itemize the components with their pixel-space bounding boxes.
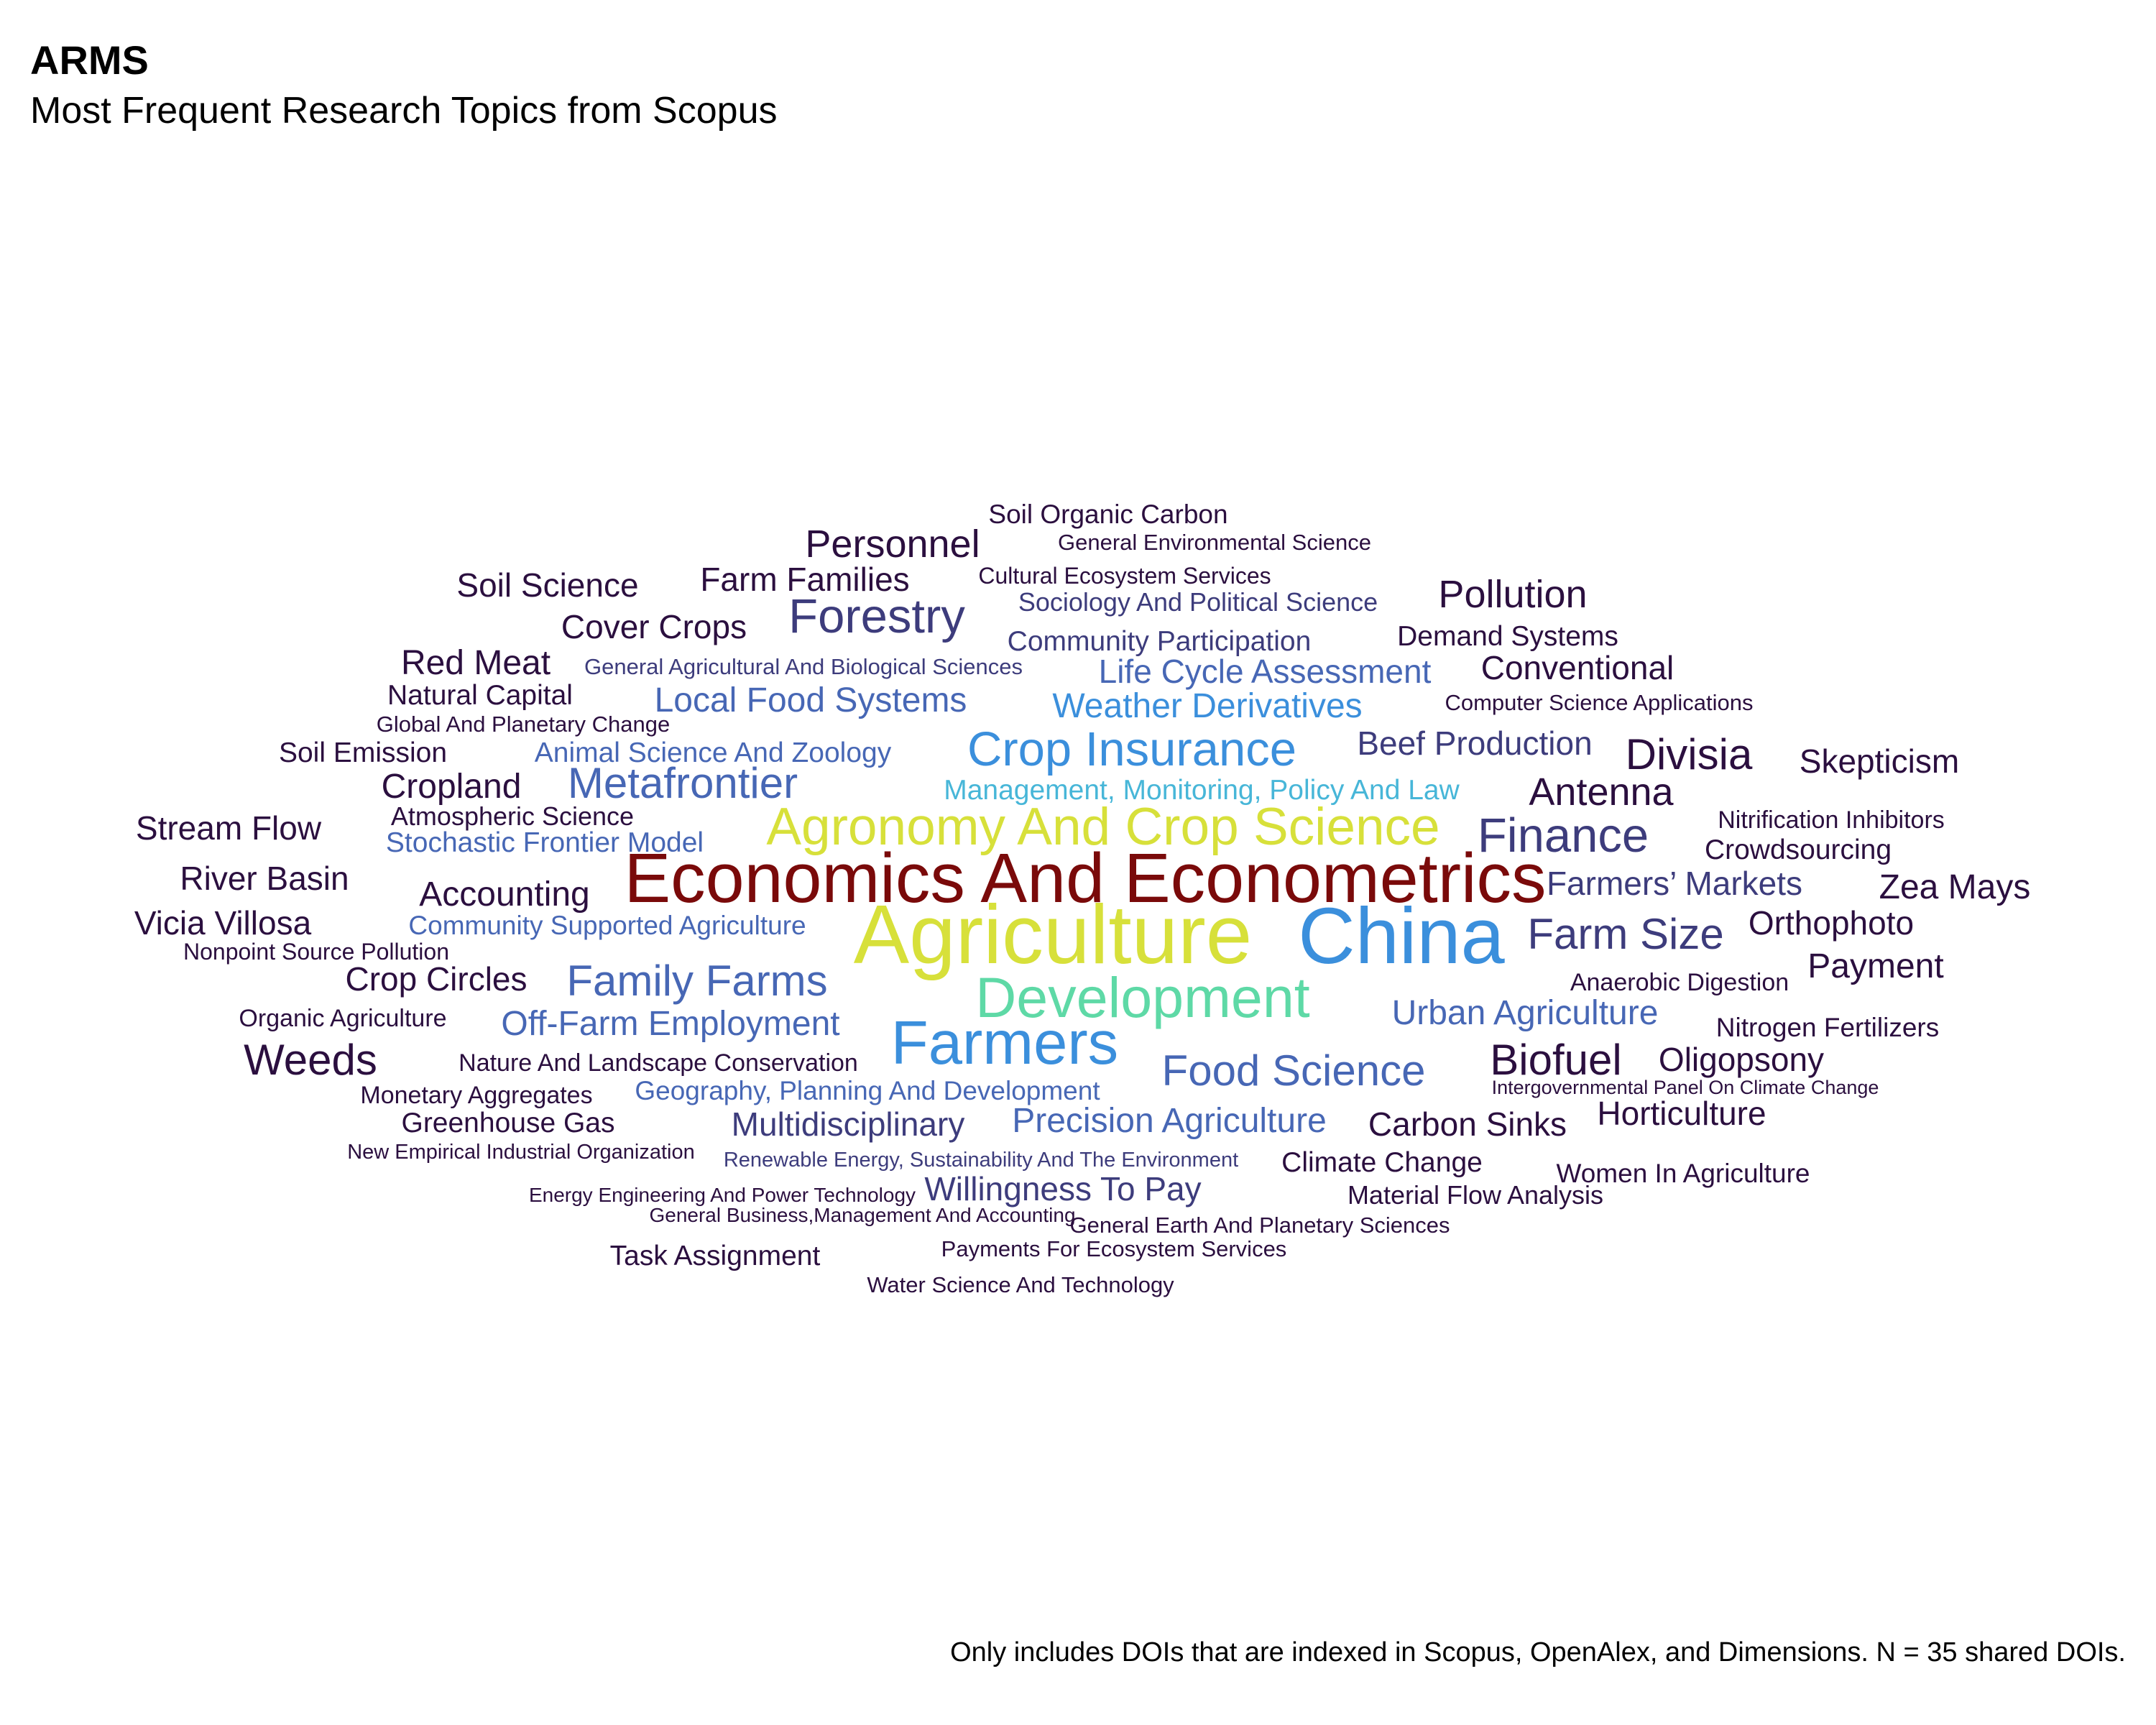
- word-atmospheric-science: Atmospheric Science: [391, 801, 634, 831]
- word-precision-agriculture: Precision Agriculture: [1012, 1102, 1327, 1140]
- word-weather-derivatives: Weather Derivatives: [1052, 687, 1362, 725]
- word-stochastic-frontier-model: Stochastic Frontier Model: [386, 827, 704, 858]
- word-agronomy-and-crop-science: Agronomy And Crop Science: [766, 798, 1439, 856]
- word-horticulture: Horticulture: [1597, 1095, 1766, 1132]
- word-finance: Finance: [1478, 809, 1649, 862]
- word-off-farm-employment: Off-Farm Employment: [501, 1005, 839, 1043]
- word-energy-engineering-and-power-technology: Energy Engineering And Power Technology: [529, 1184, 916, 1206]
- word-water-science-and-technology: Water Science And Technology: [867, 1272, 1174, 1297]
- word-agriculture: Agriculture: [854, 888, 1252, 981]
- word-soil-organic-carbon: Soil Organic Carbon: [988, 500, 1227, 529]
- word-vicia-villosa: Vicia Villosa: [134, 904, 312, 942]
- word-nitrification-inhibitors: Nitrification Inhibitors: [1718, 806, 1945, 834]
- word-oligopsony: Oligopsony: [1659, 1041, 1824, 1078]
- chart-caption: Only includes DOIs that are indexed in S…: [950, 1637, 2126, 1668]
- word-metafrontier: Metafrontier: [568, 759, 798, 807]
- word-organic-agriculture: Organic Agriculture: [239, 1005, 446, 1032]
- word-river-basin: River Basin: [180, 860, 349, 897]
- word-stream-flow: Stream Flow: [136, 809, 322, 847]
- word-demand-systems: Demand Systems: [1397, 621, 1618, 652]
- word-task-assignment: Task Assignment: [610, 1241, 821, 1271]
- word-animal-science-and-zoology: Animal Science And Zoology: [535, 737, 892, 768]
- word-global-and-planetary-change: Global And Planetary Change: [377, 712, 670, 737]
- word-local-food-systems: Local Food Systems: [655, 681, 967, 719]
- word-natural-capital: Natural Capital: [387, 680, 573, 711]
- word-women-in-agriculture: Women In Agriculture: [1556, 1159, 1810, 1188]
- word-crowdsourcing: Crowdsourcing: [1705, 834, 1892, 865]
- word-farmers-markets: Farmers’ Markets: [1547, 865, 1802, 902]
- word-community-supported-agriculture: Community Supported Agriculture: [408, 911, 806, 940]
- chart-title: ARMS: [30, 37, 149, 83]
- word-greenhouse-gas: Greenhouse Gas: [401, 1108, 614, 1138]
- word-crop-circles: Crop Circles: [345, 960, 527, 998]
- word-skepticism: Skepticism: [1800, 742, 1959, 780]
- word-geography-planning-and-development: Geography, Planning And Development: [635, 1076, 1100, 1105]
- word-soil-science: Soil Science: [456, 566, 638, 604]
- word-accounting: Accounting: [419, 875, 590, 914]
- word-general-environmental-science: General Environmental Science: [1058, 530, 1371, 555]
- word-payments-for-ecosystem-services: Payments For Ecosystem Services: [941, 1236, 1287, 1261]
- word-farm-size: Farm Size: [1527, 910, 1723, 958]
- word-community-participation: Community Participation: [1008, 626, 1312, 657]
- word-soil-emission: Soil Emission: [279, 737, 447, 768]
- word-computer-science-applications: Computer Science Applications: [1445, 690, 1753, 715]
- word-sociology-and-political-science: Sociology And Political Science: [1018, 587, 1378, 617]
- word-red-meat: Red Meat: [401, 644, 550, 682]
- word-monetary-aggregates: Monetary Aggregates: [360, 1082, 592, 1109]
- word-biofuel: Biofuel: [1490, 1036, 1621, 1084]
- word-climate-change: Climate Change: [1281, 1147, 1483, 1178]
- word-orthophoto: Orthophoto: [1749, 904, 1914, 942]
- word-general-agricultural-and-biological-sciences: General Agricultural And Biological Scie…: [584, 654, 1023, 679]
- word-farmers: Farmers: [891, 1009, 1118, 1077]
- word-carbon-sinks: Carbon Sinks: [1368, 1105, 1567, 1143]
- word-new-empirical-industrial-organization: New Empirical Industrial Organization: [347, 1141, 695, 1164]
- word-nature-and-landscape-conservation: Nature And Landscape Conservation: [459, 1049, 858, 1077]
- word-nonpoint-source-pollution: Nonpoint Source Pollution: [183, 939, 449, 965]
- word-beef-production: Beef Production: [1357, 724, 1592, 762]
- word-pollution: Pollution: [1438, 573, 1587, 616]
- word-food-science: Food Science: [1162, 1046, 1426, 1095]
- word-zea-mays: Zea Mays: [1879, 868, 2031, 906]
- word-life-cycle-assessment: Life Cycle Assessment: [1099, 653, 1432, 690]
- word-cropland: Cropland: [382, 768, 522, 806]
- chart-subtitle: Most Frequent Research Topics from Scopu…: [30, 90, 778, 132]
- word-management-monitoring-policy-and-law: Management, Monitoring, Policy And Law: [944, 775, 1460, 806]
- word-renewable-energy-sustainability-and-the-environment: Renewable Energy, Sustainability And The…: [724, 1149, 1238, 1172]
- word-farm-families: Farm Families: [700, 561, 909, 598]
- word-antenna: Antenna: [1529, 770, 1674, 814]
- word-forestry: Forestry: [788, 589, 965, 643]
- word-multidisciplinary: Multidisciplinary: [732, 1105, 965, 1143]
- word-conventional: Conventional: [1481, 649, 1674, 686]
- word-willingness-to-pay: Willingness To Pay: [924, 1170, 1201, 1208]
- word-china: China: [1298, 892, 1505, 980]
- word-family-farms: Family Farms: [566, 957, 827, 1005]
- word-general-earth-and-planetary-sciences: General Earth And Planetary Sciences: [1069, 1213, 1450, 1238]
- word-material-flow-analysis: Material Flow Analysis: [1348, 1180, 1603, 1210]
- word-divisia: Divisia: [1626, 730, 1753, 778]
- word-intergovernmental-panel-on-climate-change: Intergovernmental Panel On Climate Chang…: [1492, 1077, 1879, 1098]
- word-nitrogen-fertilizers: Nitrogen Fertilizers: [1716, 1013, 1939, 1042]
- word-payment: Payment: [1807, 947, 1943, 985]
- word-cultural-ecosystem-services: Cultural Ecosystem Services: [978, 563, 1271, 589]
- word-weeds: Weeds: [244, 1036, 377, 1084]
- word-anaerobic-digestion: Anaerobic Digestion: [1570, 969, 1789, 996]
- word-personnel: Personnel: [805, 523, 980, 566]
- word-general-business-management-and-accounting: General Business,Management And Accounti…: [649, 1204, 1075, 1226]
- word-crop-insurance: Crop Insurance: [967, 722, 1296, 776]
- word-urban-agriculture: Urban Agriculture: [1392, 994, 1659, 1032]
- word-economics-and-econometrics: Economics And Econometrics: [624, 839, 1546, 917]
- word-development: Development: [975, 965, 1310, 1029]
- word-cover-crops: Cover Crops: [561, 608, 747, 645]
